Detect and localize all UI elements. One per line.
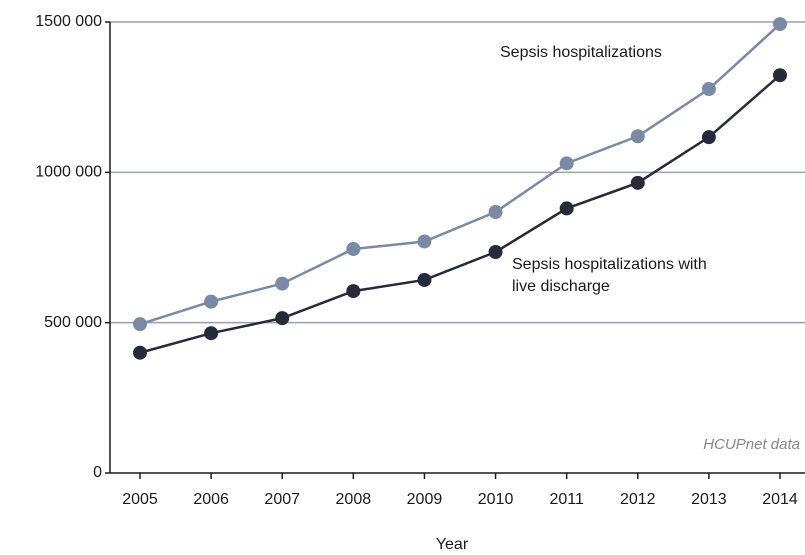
data-point	[488, 245, 503, 260]
data-point	[701, 130, 716, 145]
x-tick-label: 2009	[407, 491, 443, 508]
data-point	[630, 129, 645, 144]
series-label: Sepsis hospitalizations	[500, 44, 662, 61]
data-point	[559, 156, 574, 171]
data-point	[275, 276, 290, 291]
x-tick-label: 2005	[122, 491, 158, 508]
data-point	[773, 17, 787, 32]
x-tick-label: 2010	[478, 491, 514, 508]
x-tick-label: 2008	[336, 491, 372, 508]
data-point	[417, 234, 432, 249]
x-tick-label: 2007	[264, 491, 300, 508]
data-point	[559, 201, 574, 216]
series-line	[139, 23, 781, 326]
x-tick-label: 2013	[691, 491, 727, 508]
data-point	[275, 311, 290, 326]
x-tick-label: 2012	[620, 491, 656, 508]
data-point	[417, 272, 432, 287]
x-tick-label: 2014	[762, 491, 798, 508]
series-label: Sepsis hospitalizations with live discha…	[512, 256, 707, 295]
y-tick-label: 1000 000	[35, 164, 102, 181]
source-note: HCUPnet data	[703, 436, 800, 453]
data-point	[204, 294, 219, 309]
x-tick-label: 2006	[193, 491, 229, 508]
y-tick-label: 0	[93, 464, 102, 481]
y-tick-label: 500 000	[44, 314, 102, 331]
data-point	[133, 345, 147, 360]
data-point	[346, 284, 361, 299]
data-point	[346, 242, 361, 257]
data-point	[133, 317, 147, 332]
data-point	[488, 205, 503, 220]
data-point	[630, 175, 645, 190]
y-tick-label: 1500 000	[35, 13, 102, 30]
x-tick-label: 2011	[549, 491, 584, 508]
data-point	[204, 326, 219, 341]
data-point	[701, 82, 716, 97]
x-axis-label: Year	[436, 536, 469, 553]
data-point	[773, 68, 787, 83]
series-line	[139, 74, 781, 354]
